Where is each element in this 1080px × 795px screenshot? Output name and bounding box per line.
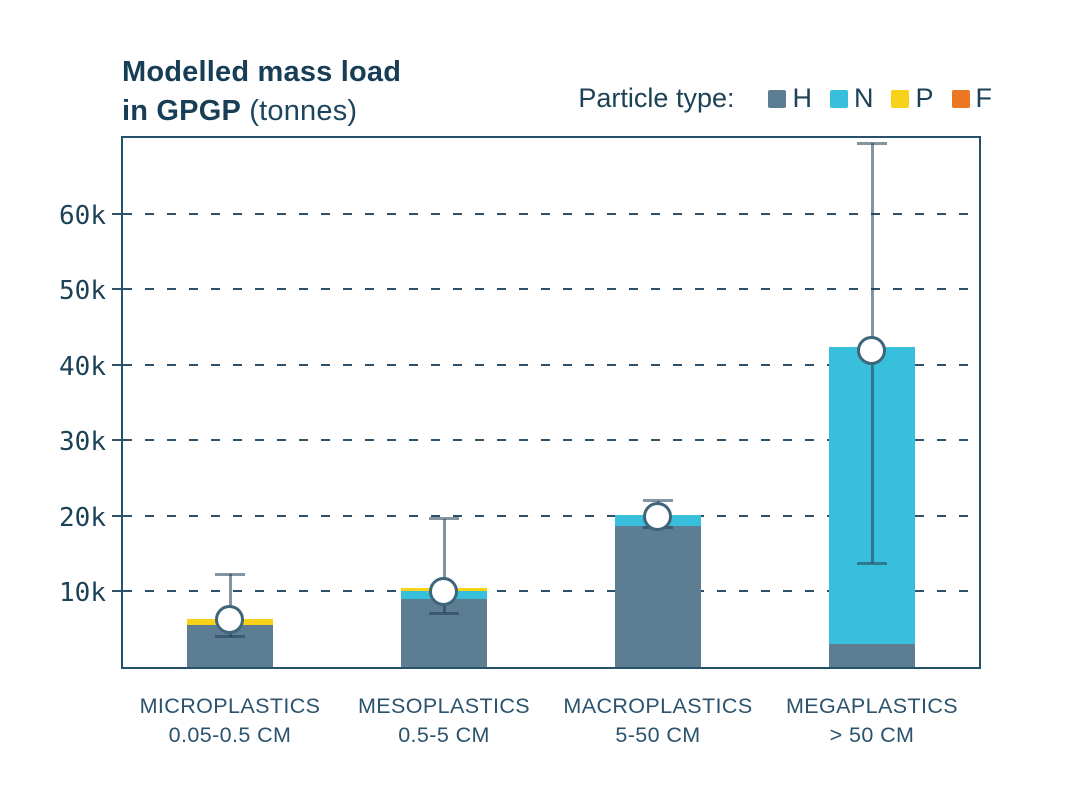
error-bar-cap bbox=[429, 517, 459, 521]
legend-key-label: P bbox=[915, 83, 934, 113]
gridline-50k bbox=[123, 288, 979, 291]
y-tick-label: 50k bbox=[59, 276, 106, 307]
estimate-marker bbox=[215, 604, 244, 634]
legend-title: Particle type: bbox=[578, 83, 735, 113]
legend-key-label: F bbox=[975, 83, 993, 113]
error-bar bbox=[442, 518, 446, 614]
chart-title-line2-bold: in GPGP bbox=[122, 95, 242, 127]
error-bar-cap bbox=[429, 611, 459, 615]
y-axis-tick bbox=[112, 514, 121, 517]
category-name: MESOPLASTICS bbox=[357, 694, 531, 718]
gridline-20k bbox=[123, 514, 979, 517]
error-bar-cap bbox=[643, 499, 673, 503]
category-name: MACROPLASTICS bbox=[563, 694, 753, 718]
y-tick-label: 60k bbox=[59, 200, 106, 231]
y-tick-label: 20k bbox=[59, 502, 106, 533]
chart-title-line1: Modelled mass load bbox=[122, 56, 402, 88]
estimate-marker bbox=[429, 577, 458, 607]
error-bar-cap bbox=[215, 572, 245, 576]
gridline-30k bbox=[123, 439, 979, 442]
y-tick-label: 10k bbox=[59, 578, 106, 609]
legend-swatch-N-icon bbox=[829, 89, 848, 108]
y-axis-tick bbox=[112, 363, 121, 366]
bar-segment-macroplastics-H bbox=[615, 526, 701, 667]
error-bar-cap bbox=[857, 561, 887, 565]
category-name: MICROPLASTICS bbox=[139, 694, 321, 718]
y-axis-tick bbox=[112, 288, 121, 291]
error-bar-cap bbox=[215, 635, 245, 639]
y-tick-label: 40k bbox=[59, 351, 106, 382]
category-size-range: 0.05-0.5 CM bbox=[168, 723, 292, 747]
gridline-40k bbox=[123, 363, 979, 366]
category-name: MEGAPLASTICS bbox=[785, 694, 959, 718]
gridline-10k bbox=[123, 590, 979, 593]
legend-item-H: H bbox=[768, 83, 812, 114]
y-tick-label: 30k bbox=[59, 427, 106, 458]
legend-key-label: H bbox=[792, 83, 812, 113]
bar-segment-megaplastics-H bbox=[829, 643, 915, 667]
category-size-range: 0.5-5 CM bbox=[398, 723, 490, 747]
y-axis-tick bbox=[112, 212, 121, 215]
y-axis-tick bbox=[112, 590, 121, 593]
x-axis-labels: MICROPLASTICS 0.05-0.5 CM MESOPLASTICS 0.5-… bbox=[123, 692, 979, 762]
y-axis-tick bbox=[112, 439, 121, 442]
category-label: MEGAPLASTICS > 50 CM bbox=[752, 692, 992, 750]
legend-swatch-H-icon bbox=[768, 89, 787, 108]
category-label: MESOPLASTICS 0.5-5 CM bbox=[324, 692, 564, 750]
chart-title-units: (tonnes) bbox=[241, 95, 358, 127]
category-label: MICROPLASTICS 0.05-0.5 CM bbox=[110, 692, 350, 750]
legend-item-F: F bbox=[951, 83, 993, 114]
legend: Particle type: H N P F bbox=[578, 83, 992, 114]
category-label: MACROPLASTICS 5-50 CM bbox=[538, 692, 778, 750]
legend-item-P: P bbox=[891, 83, 934, 114]
legend-key-label: N bbox=[853, 83, 874, 113]
y-axis-labels: 10k 20k 30k 40k 50k 60k bbox=[0, 136, 106, 669]
error-bar-cap bbox=[857, 141, 887, 145]
category-size-range: 5-50 CM bbox=[615, 723, 701, 747]
legend-swatch-P-icon bbox=[891, 89, 910, 108]
legend-item-N: N bbox=[829, 83, 874, 114]
estimate-marker bbox=[643, 501, 672, 531]
estimate-marker bbox=[857, 335, 886, 365]
gridline-60k bbox=[123, 212, 979, 215]
category-size-range: > 50 CM bbox=[829, 723, 915, 747]
chart-title: Modelled mass load in GPGP (tonnes) bbox=[122, 53, 401, 131]
plot-area bbox=[112, 136, 981, 669]
legend-swatch-F-icon bbox=[951, 89, 970, 108]
